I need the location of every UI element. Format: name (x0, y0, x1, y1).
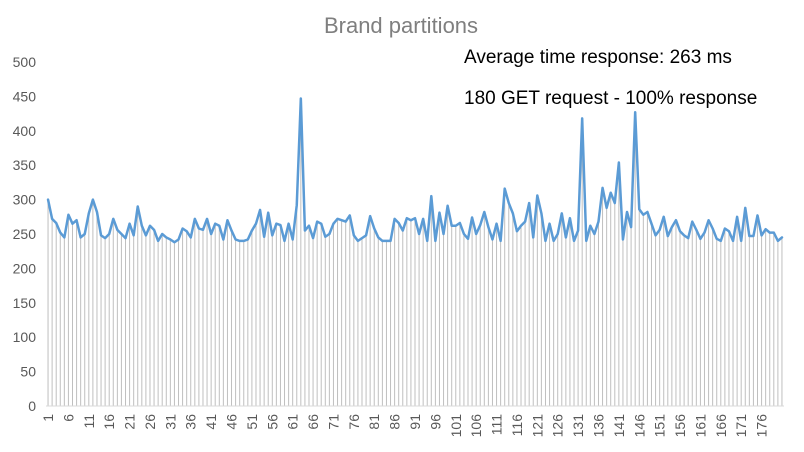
drop-lines (47, 98, 783, 406)
x-tick-label: 41 (203, 414, 219, 430)
x-tick-label: 136 (590, 414, 606, 438)
series-line (46, 97, 784, 244)
average-response-annotation: Average time response: 263 ms (464, 47, 732, 68)
x-tick-label: 166 (713, 414, 729, 438)
y-tick-label: 500 (13, 54, 37, 70)
x-tick-label: 71 (325, 414, 341, 430)
x-tick-label: 26 (142, 414, 158, 430)
series-line-group (46, 97, 784, 244)
y-tick-label: 0 (28, 398, 36, 414)
y-tick-label: 400 (13, 123, 37, 139)
y-tick-label: 50 (20, 364, 36, 380)
x-tick-label: 81 (366, 414, 382, 430)
y-axis: 0 50 100 150 200 250 300 350 400 450 500 (13, 54, 37, 414)
x-tick-label: 121 (529, 414, 545, 438)
y-tick-label: 300 (13, 192, 37, 208)
x-tick-label: 36 (183, 414, 199, 430)
x-tick-label: 46 (224, 414, 240, 430)
x-tick-label: 156 (672, 414, 688, 438)
x-tick-label: 6 (60, 414, 76, 422)
x-tick-label: 176 (754, 414, 770, 438)
x-tick-label: 146 (631, 414, 647, 438)
x-tick-label: 66 (305, 414, 321, 430)
x-tick-label: 126 (550, 414, 566, 438)
x-axis: 1 6 11 16 21 26 31 36 41 46 51 56 61 66 71 76 81 86 91 96 10… (40, 414, 770, 438)
x-tick-label: 131 (570, 414, 586, 438)
x-tick-label: 151 (652, 414, 668, 438)
x-tick-label: 51 (244, 414, 260, 430)
y-tick-label: 350 (13, 157, 37, 173)
x-tick-label: 106 (468, 414, 484, 438)
y-tick-label: 150 (13, 295, 37, 311)
x-tick-label: 86 (387, 414, 403, 430)
x-tick-label: 111 (489, 414, 505, 435)
x-tick-label: 21 (122, 414, 138, 430)
y-tick-label: 450 (13, 88, 37, 104)
x-tick-label: 56 (264, 414, 280, 430)
request-count-annotation: 180 GET request - 100% response (464, 88, 757, 109)
x-tick-label: 16 (101, 414, 117, 430)
x-tick-label: 31 (162, 414, 178, 430)
y-tick-label: 100 (13, 329, 37, 345)
chart-title: Brand partitions (324, 13, 478, 38)
x-tick-label: 161 (692, 414, 708, 438)
x-tick-label: 101 (448, 414, 464, 438)
x-tick-label: 11 (81, 414, 97, 429)
y-tick-label: 250 (13, 226, 37, 242)
x-tick-label: 1 (40, 414, 56, 422)
x-tick-label: 171 (733, 414, 749, 438)
y-tick-label: 200 (13, 260, 37, 276)
x-tick-label: 76 (346, 414, 362, 430)
x-tick-label: 91 (407, 414, 423, 430)
x-tick-label: 116 (509, 414, 525, 437)
x-tick-label: 141 (611, 414, 627, 438)
x-tick-label: 61 (285, 414, 301, 430)
x-tick-label: 96 (427, 414, 443, 430)
